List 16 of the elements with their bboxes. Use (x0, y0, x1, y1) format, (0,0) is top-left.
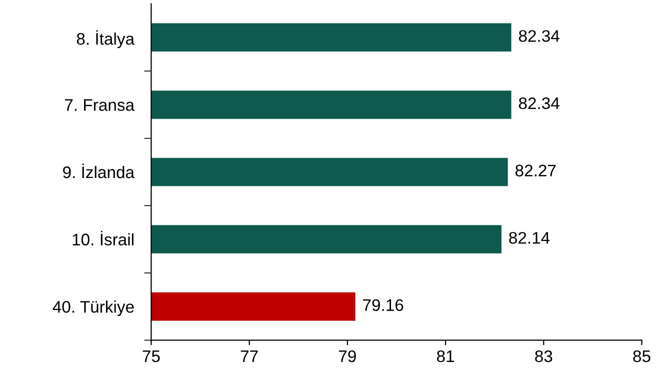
y-tick-label: 7. Fransa (64, 99, 135, 111)
data-label: 82.34 (518, 97, 560, 110)
y-tick-label: 40. Türkiye (52, 300, 134, 316)
data-label: 79.16 (363, 299, 404, 312)
x-tick-label: 83 (535, 350, 552, 362)
x-tick-label: 77 (240, 350, 258, 362)
y-tick-label: 8. İtalya (76, 30, 135, 48)
x-tick-label: 75 (142, 350, 160, 362)
data-label: 82.14 (509, 232, 550, 244)
y-tick-label: 10. İsrail (72, 230, 134, 246)
x-tick-label: 79 (339, 350, 356, 362)
data-label: 82.27 (516, 164, 556, 176)
data-label: 82.34 (518, 30, 560, 42)
x-tick-label: 81 (436, 350, 454, 362)
y-tick-label: 9. İzlanda (63, 164, 135, 178)
x-tick-label: 85 (633, 350, 650, 362)
